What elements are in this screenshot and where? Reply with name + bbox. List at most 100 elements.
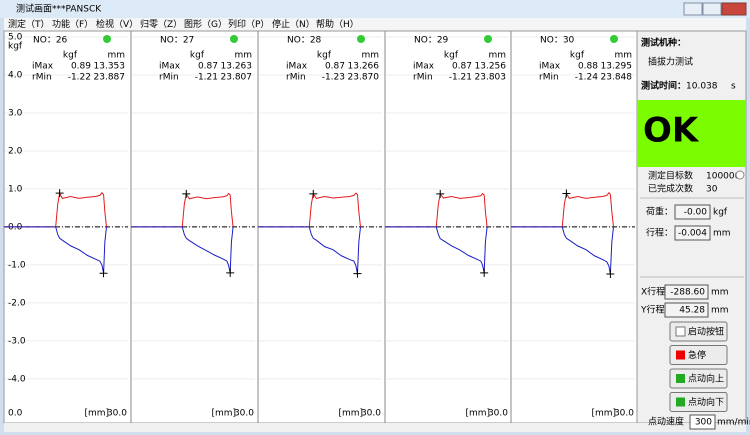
column-header: kgf (63, 51, 78, 61)
close-button[interactable] (721, 2, 747, 16)
time-label: 测试时间： (641, 80, 686, 92)
button-label: 急停 (688, 349, 706, 361)
stroke-value: -0.004 (678, 229, 707, 239)
y-tick-label: 5.0 (8, 33, 23, 43)
y-tick-label: 3.0 (8, 108, 23, 118)
x-axis-label: [mm] (338, 409, 363, 419)
minimize-button[interactable] (683, 2, 703, 16)
radio[interactable] (735, 170, 745, 180)
stat-value: 13.295 (601, 62, 633, 72)
target-value: 100000 (706, 172, 741, 182)
panel-title: NO：26 (33, 36, 68, 46)
speed-value: 300 (695, 418, 712, 428)
button-icon (676, 397, 685, 407)
menu-item[interactable]: 检视（V） (96, 18, 138, 30)
row-label: iMax (286, 62, 308, 72)
row-label: iMax (413, 62, 435, 72)
stat-value: 0.87 (198, 62, 218, 72)
button-icon (676, 374, 685, 383)
load-field (674, 204, 711, 220)
panel-title: NO：30 (540, 36, 575, 46)
menu-item[interactable]: 测定（T） (8, 18, 50, 30)
peak-marker (99, 269, 108, 278)
column-header: mm (234, 51, 252, 61)
y-tick-label: 4.0 (8, 70, 23, 80)
machine-value: 插拔力测试 (648, 56, 693, 68)
panel-title: NO：27 (160, 36, 194, 46)
stat-value: 0.88 (578, 62, 598, 72)
row-label: rMin (539, 73, 559, 83)
peak-marker (480, 268, 489, 277)
column-header: mm (488, 51, 506, 61)
stat-value: 23.848 (601, 73, 633, 83)
row-label: rMin (286, 73, 306, 83)
y-tick-label: -2.0 (8, 298, 26, 308)
x-stroke-unit: mm (711, 288, 729, 298)
force-curve (385, 192, 488, 228)
menu-item[interactable]: 停止（N） (272, 18, 315, 30)
row-label: iMax (159, 62, 181, 72)
button[interactable] (669, 392, 728, 412)
peak-marker (606, 269, 615, 278)
column-header: kgf (444, 51, 459, 61)
status-dot (484, 35, 492, 43)
time-unit: s (731, 82, 736, 92)
force-curve (511, 191, 614, 228)
done-label: 已完成次数 (648, 183, 693, 195)
x-axis-label: [mm] (591, 409, 616, 419)
peak-marker (562, 189, 571, 198)
peak-marker (55, 189, 64, 198)
row-label: rMin (159, 73, 179, 83)
target-label: 测定目标数 (648, 170, 693, 182)
stat-value: 23.887 (94, 73, 126, 83)
force-curve (258, 192, 361, 228)
x-tick-label: 30.0 (234, 409, 254, 419)
force-curve (4, 191, 107, 228)
menu-item[interactable]: 图形（G） (184, 18, 227, 30)
peak-marker (353, 269, 362, 278)
status-dot (103, 35, 111, 43)
x-tick-label: 30.0 (361, 409, 381, 419)
row-label: iMax (32, 62, 54, 72)
speed-field[interactable] (689, 414, 716, 430)
maximize-button[interactable] (702, 2, 722, 16)
menu-item[interactable]: 列印（P） (228, 18, 269, 30)
speed-unit: mm/mir (717, 418, 750, 428)
menu-item[interactable]: 帮助（H） (316, 18, 359, 30)
stat-value: 23.803 (475, 73, 507, 83)
stat-value: 13.353 (94, 62, 126, 72)
peak-marker (309, 189, 318, 198)
result-box (637, 100, 746, 167)
status-dot (230, 35, 238, 43)
x-tick-label: 30.0 (614, 409, 634, 419)
button-label: 点动向上 (688, 373, 724, 385)
stat-value: -1.21 (449, 73, 472, 83)
column-header: kgf (570, 51, 585, 61)
menu-bar (4, 18, 746, 31)
button-label: 点动向下 (688, 396, 724, 408)
status-strip (4, 423, 746, 432)
done-value: 30 (706, 185, 718, 195)
load-value: -0.00 (684, 208, 708, 218)
peak-marker (436, 189, 445, 198)
stat-value: 13.256 (475, 62, 507, 72)
stroke-label: 行程： (646, 227, 673, 239)
stroke-field (674, 225, 711, 241)
menu-item[interactable]: 归零（Z） (140, 18, 182, 30)
menu-item[interactable]: 功能（F） (52, 18, 93, 30)
row-label: rMin (413, 73, 433, 83)
button[interactable] (669, 345, 728, 365)
title-bar (0, 0, 750, 18)
column-header: kgf (317, 51, 332, 61)
y-tick-label: 1.0 (8, 184, 23, 194)
column-header: mm (107, 51, 125, 61)
stat-value: 0.87 (325, 62, 345, 72)
stat-value: 13.266 (348, 62, 380, 72)
x-stroke-value: -288.60 (670, 288, 705, 298)
stroke-unit: mm (713, 229, 731, 239)
button[interactable] (669, 368, 728, 389)
y-stroke-unit: mm (711, 306, 729, 316)
row-label: rMin (32, 73, 52, 83)
peak-marker (226, 268, 235, 277)
